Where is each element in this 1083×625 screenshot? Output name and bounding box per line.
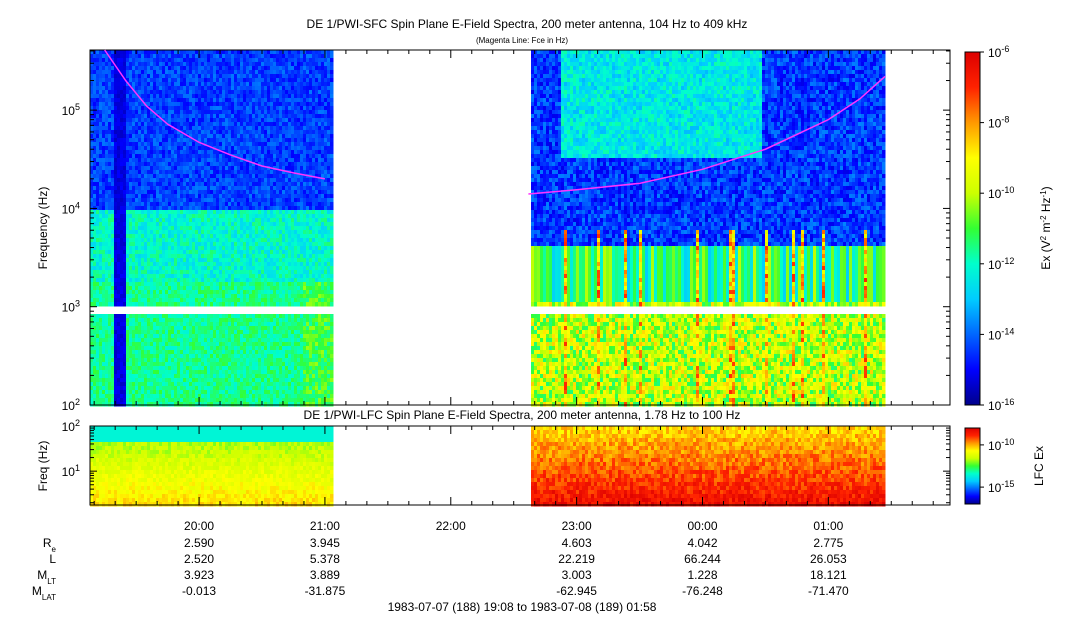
lfc-colorbar-label: LFC Ex	[1032, 446, 1046, 486]
sfc-cbticks-label: 10-14	[988, 326, 1014, 342]
sfc-y-label: Frequency (Hz)	[36, 187, 50, 270]
orbit-value: -0.013	[182, 584, 216, 598]
lfc-yticks-label: 101	[62, 463, 80, 479]
orbit-value: 3.003	[562, 568, 592, 582]
fce-line-2	[528, 75, 886, 195]
sfc-cbticks-label: 10-6	[988, 44, 1009, 60]
lfc-colorbar-ticks: 10-10 10-15	[980, 437, 1014, 495]
lfc-plot-frame	[89, 425, 951, 506]
orbit-value: -76.248	[682, 584, 723, 598]
lfc-colorbar	[964, 427, 981, 505]
sfc-cbticks-label: 10-10	[988, 185, 1014, 201]
sfc-yticks-label: 104	[62, 200, 80, 216]
sfc-colorbar	[964, 51, 981, 406]
orbit-value: -62.945	[556, 584, 597, 598]
sfc-yticks-label: 103	[62, 299, 80, 315]
time-label: 20:00	[184, 519, 214, 533]
sfc-colorbar-label: Ex (V2 m-2 Hz-1)	[1039, 186, 1054, 269]
orbit-value: 18.121	[810, 568, 847, 582]
sfc-yticks-label: 105	[62, 102, 80, 118]
sfc-yticks-label: 102	[62, 397, 80, 413]
orbit-row-label: L	[49, 552, 56, 566]
lfc-x-ticks	[93, 426, 934, 505]
fce-line-1	[104, 49, 326, 180]
orbit-row-label: Re	[43, 536, 57, 554]
sfc-subtitle: (Magenta Line: Fce in Hz)	[476, 36, 568, 45]
sfc-title: DE 1/PWI-SFC Spin Plane E-Field Spectra,…	[307, 17, 748, 31]
time-label: 00:00	[687, 519, 717, 533]
sfc-cbticks-label: 10-16	[988, 397, 1014, 413]
time-label: 01:00	[813, 519, 843, 533]
lfc-y-axis: 101 102	[62, 418, 950, 504]
sfc-cbticks-label: 10-8	[988, 115, 1009, 131]
sfc-cbticks-label: 10-12	[988, 256, 1014, 272]
lfc-cbticks-label: 10-10	[988, 437, 1014, 453]
lfc-yticks-label: 102	[62, 418, 80, 434]
orbit-value: 1.228	[687, 568, 717, 582]
time-axis-labels: 20:00 21:00 22:00 23:00 00:00 01:00	[184, 519, 844, 533]
orbit-value: 4.603	[562, 536, 592, 550]
time-label: 21:00	[310, 519, 340, 533]
sfc-plot-frame	[89, 49, 951, 406]
orbit-row-label: MLT	[37, 568, 56, 586]
sfc-colorbar-ticks: 10-6 10-8 10-10 10-12 10-14 10-16	[980, 44, 1014, 413]
sfc-x-ticks	[93, 50, 934, 405]
orbit-value: 2.775	[813, 536, 843, 550]
time-range-footer: 1983-07-07 (188) 19:08 to 1983-07-08 (18…	[388, 600, 657, 614]
orbit-value: 4.042	[687, 536, 717, 550]
orbit-value: 3.923	[184, 568, 214, 582]
lfc-spectrogram	[90, 426, 886, 507]
orbit-value: 26.053	[810, 552, 847, 566]
orbit-value: 22.219	[558, 552, 595, 566]
lfc-cbticks-label: 10-15	[988, 479, 1014, 495]
orbit-value: 2.590	[184, 536, 214, 550]
time-label: 23:00	[562, 519, 592, 533]
orbit-table: Re 2.590 3.945 4.603 4.042 2.775 L 2.520 5.378 22…	[32, 536, 849, 602]
orbit-value: 2.520	[184, 552, 214, 566]
sfc-y-axis: 102 103 104 105	[62, 50, 950, 413]
lfc-title: DE 1/PWI-LFC Spin Plane E-Field Spectra,…	[304, 408, 741, 422]
lfc-y-label: Freq (Hz)	[36, 441, 50, 492]
orbit-value: 3.945	[310, 536, 340, 550]
orbit-value: -31.875	[305, 584, 346, 598]
orbit-value: 5.378	[310, 552, 340, 566]
orbit-value: 66.244	[684, 552, 721, 566]
fce-series	[104, 49, 886, 195]
orbit-value: 3.889	[310, 568, 340, 582]
orbit-row-label: MLAT	[32, 584, 56, 602]
sfc-spectrogram	[90, 50, 886, 407]
orbit-value: -71.470	[808, 584, 849, 598]
time-label: 22:00	[436, 519, 466, 533]
